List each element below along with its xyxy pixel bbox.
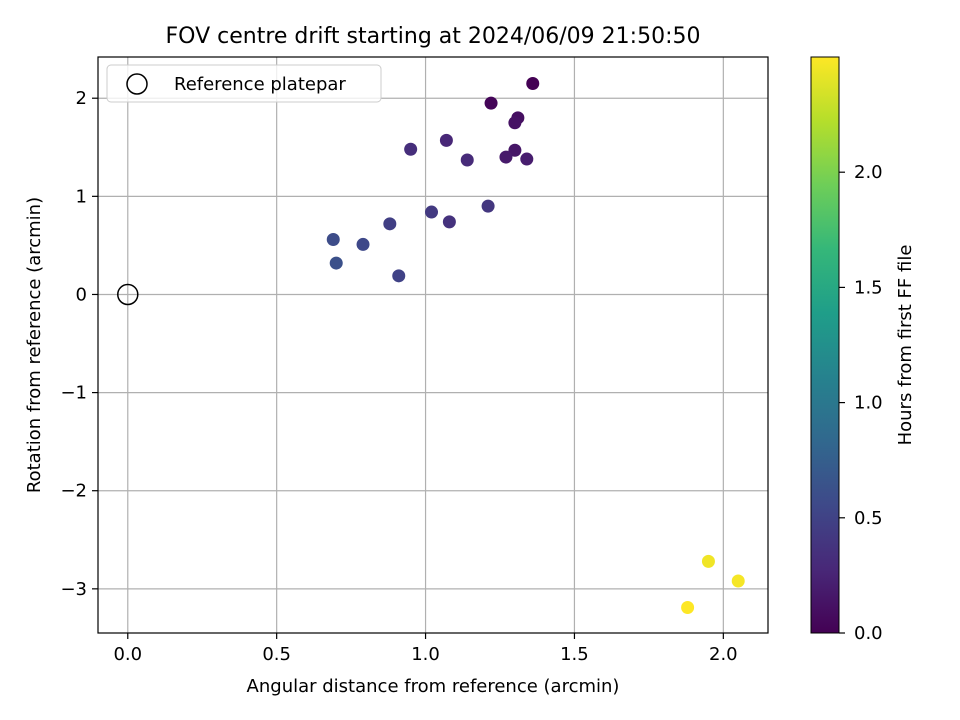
legend-marker-open-circle: [126, 73, 148, 95]
colorbar-tick-label: 1.5: [854, 277, 883, 298]
y-axis-label: Rotation from reference (arcmin): [24, 197, 45, 493]
plot-frame: [97, 56, 769, 634]
scatter-point: [392, 269, 406, 283]
x-tick-label: 1.0: [411, 644, 440, 665]
scatter-point: [439, 133, 453, 147]
scatter-point: [326, 233, 340, 247]
colorbar-ticks: 0.0 0.5 1.0 1.5 2.0: [839, 162, 883, 644]
x-tick-label: 2.0: [709, 644, 738, 665]
scatter-point: [526, 76, 540, 90]
reference-platepar-marker: [117, 283, 139, 306]
scatter-point: [520, 152, 534, 166]
colorbar-tick-label: 0.5: [854, 508, 883, 529]
y-tick-label: 1: [76, 186, 87, 207]
colorbar-label: Hours from first FF file: [895, 245, 916, 446]
chart-title: FOV centre drift starting at 2024/06/09 …: [166, 24, 701, 49]
y-tick-label: −3: [60, 579, 87, 600]
y-tick-label: −2: [60, 481, 87, 502]
x-tick-label: 0.0: [113, 644, 142, 665]
scatter-point: [499, 150, 513, 164]
scatter-point: [481, 199, 495, 213]
legend-box: [106, 64, 382, 103]
scatter-point: [508, 143, 522, 157]
x-tick-label: 0.5: [262, 644, 291, 665]
reference-marker-layer: [117, 283, 139, 306]
colorbar-tick-label: 1.0: [854, 393, 883, 414]
scatter-point: [404, 142, 418, 156]
scatter-point: [460, 153, 474, 167]
scatter-point: [508, 116, 522, 130]
colorbar-tick-label: 0.0: [854, 623, 883, 644]
x-tick-label: 1.5: [560, 644, 589, 665]
scatter-point: [425, 205, 439, 219]
scatter-point: [731, 574, 745, 588]
y-tick-label: 2: [76, 88, 87, 109]
y-tick-label: −1: [60, 383, 87, 404]
colorbar: 0.0 0.5 1.0 1.5 2.0 Hours from first FF file: [810, 56, 916, 644]
scatter-point: [356, 237, 370, 251]
scatter-point: [329, 256, 343, 270]
scatter-points: [326, 76, 745, 614]
scatter-point: [442, 215, 456, 229]
y-axis-ticks: −3 −2 −1 0 1 2: [60, 88, 98, 600]
colorbar-gradient: [810, 56, 840, 634]
legend-label: Reference platepar: [174, 74, 346, 95]
x-axis-ticks: 0.0 0.5 1.0 1.5 2.0: [113, 633, 738, 665]
scatter-point: [681, 600, 695, 614]
colorbar-tick-label: 2.0: [854, 162, 883, 183]
grid-lines: [98, 57, 768, 633]
scatter-point: [701, 554, 715, 568]
scatter-point: [484, 96, 498, 110]
scatter-point: [383, 217, 397, 231]
y-tick-label: 0: [76, 284, 87, 305]
legend: Reference platepar: [106, 64, 382, 103]
plot-area: [97, 56, 769, 634]
x-axis-label: Angular distance from reference (arcmin): [247, 676, 620, 697]
